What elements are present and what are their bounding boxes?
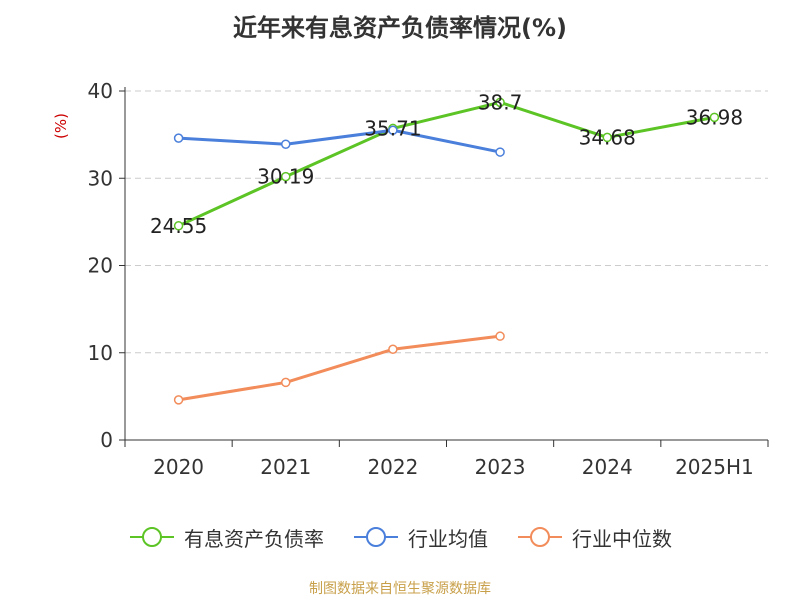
y-tick-label: 10 (88, 341, 113, 365)
data-label: 30.19 (257, 165, 314, 189)
data-label: 24.55 (150, 214, 207, 238)
data-point (495, 147, 505, 157)
chart-legend: 有息资产负债率 行业均值 行业中位数 (0, 520, 800, 554)
data-point (173, 221, 184, 231)
legend-label: 行业中位数 (572, 526, 672, 551)
data-point (281, 377, 291, 388)
series-line-0 (177, 100, 715, 228)
legend-item[interactable]: 行业均值 (352, 523, 488, 552)
data-point (388, 125, 398, 136)
y-tick-label: 0 (100, 428, 113, 452)
legend-label: 行业均值 (408, 526, 488, 551)
data-point (709, 112, 720, 123)
y-tick-label: 30 (88, 166, 113, 190)
legend-line-circle-icon (518, 527, 562, 547)
x-tick-label: 2020 (153, 455, 204, 479)
data-label: 38.7 (478, 90, 523, 114)
series-line-1 (178, 128, 501, 154)
y-tick-label: 40 (88, 79, 113, 103)
data-point (173, 133, 184, 143)
y-axis-label: (%) (52, 113, 70, 139)
series-line-2 (178, 334, 501, 402)
x-tick-label: 2023 (475, 455, 526, 479)
data-label: 36.98 (686, 105, 743, 129)
data-point (281, 139, 291, 149)
data-label: 34.68 (579, 125, 636, 149)
x-tick-label: 2022 (367, 455, 418, 479)
data-point (602, 132, 612, 143)
data-point (495, 97, 505, 108)
x-tick-label: 2021 (260, 455, 311, 479)
source-note: 制图数据来自恒生聚源数据库 (309, 581, 491, 597)
x-tick-label: 2024 (582, 455, 633, 479)
data-point (388, 344, 398, 355)
legend-item[interactable]: 行业中位数 (516, 523, 672, 552)
legend-line-circle-icon (354, 527, 398, 547)
data-label: 35.71 (364, 116, 421, 140)
data-point (281, 171, 291, 182)
chart-title: 近年来有息资产负债率情况(%) (233, 14, 567, 42)
x-tick-label: 2025H1 (675, 455, 754, 479)
legend-line-circle-icon (130, 527, 174, 547)
data-point (173, 395, 184, 405)
legend-item[interactable]: 有息资产负债率 (128, 523, 324, 552)
y-tick-label: 20 (88, 254, 113, 278)
legend-label: 有息资产负债率 (184, 526, 324, 551)
data-point (495, 331, 505, 341)
